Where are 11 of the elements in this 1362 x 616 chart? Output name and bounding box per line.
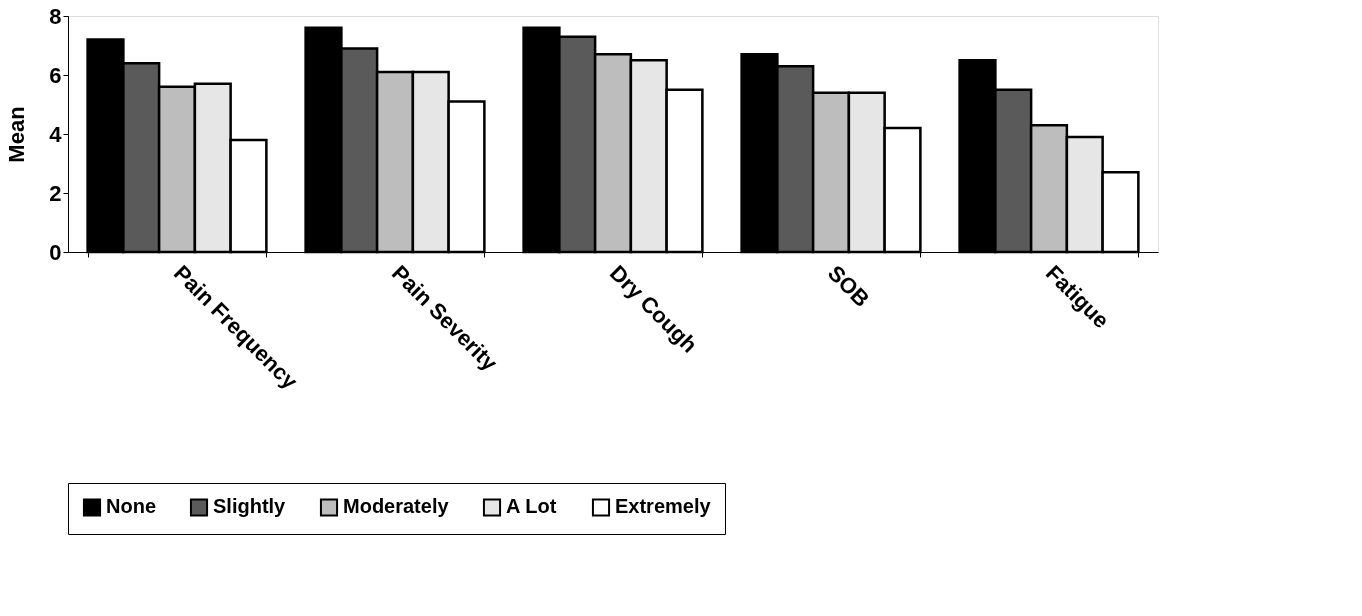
y-tick-label: 2 (49, 180, 62, 206)
y-tick-label: 4 (49, 121, 63, 147)
legend-label: None (106, 495, 156, 518)
y-axis-title: Mean (4, 106, 30, 163)
legend-label: Extremely (615, 495, 712, 518)
y-tick-label: 8 (49, 3, 62, 29)
legend-label: Moderately (343, 495, 450, 518)
legend-label: Slightly (213, 495, 287, 518)
y-tick-label: 6 (49, 62, 62, 88)
y-tick-label: 0 (49, 239, 62, 265)
legend-label: A Lot (506, 495, 557, 518)
